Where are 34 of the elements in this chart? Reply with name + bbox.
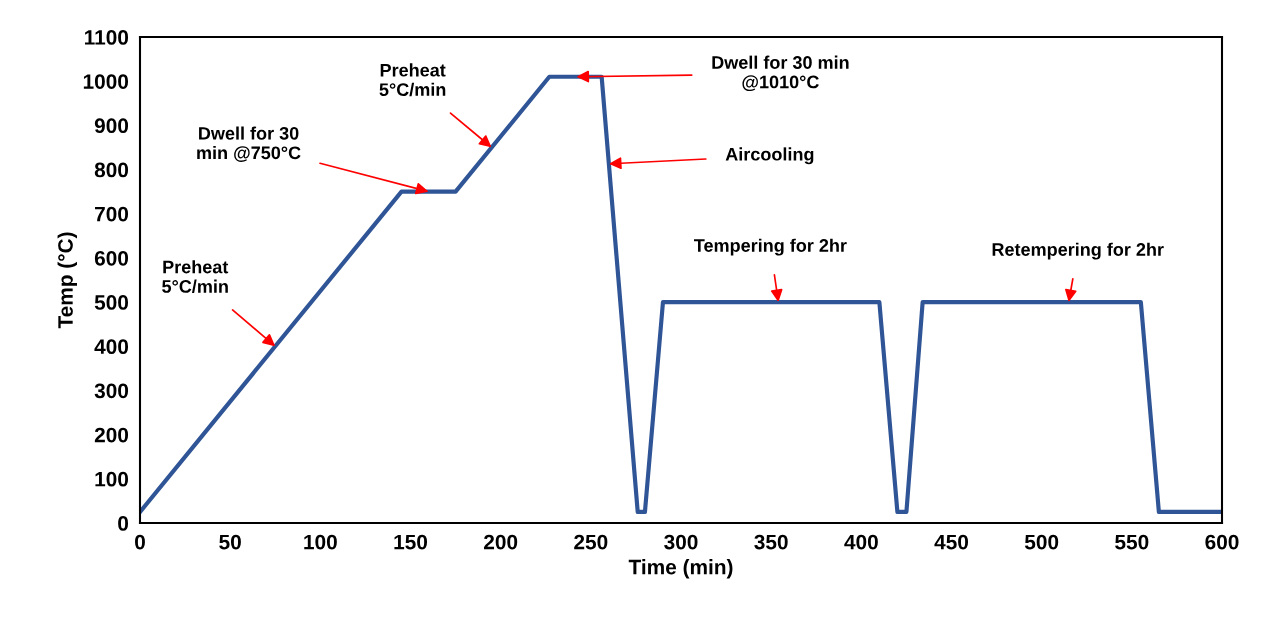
x-tick-label: 550	[1115, 534, 1149, 550]
y-tick-label: 1100	[85, 30, 129, 45]
x-tick-label: 600	[1205, 534, 1239, 550]
x-tick-label: 500	[1024, 534, 1059, 550]
x-tick-label: 450	[934, 534, 969, 550]
x-tick-label: 100	[304, 534, 337, 550]
y-tick-label: 300	[94, 383, 129, 399]
annotation: Retempering for 2hr	[992, 242, 1164, 260]
y-tick-label: 700	[95, 206, 129, 222]
annotation: Preheat 5°C/min	[379, 63, 446, 97]
x-tick-label: 150	[394, 534, 428, 550]
annotation: Preheat 5°C/min	[162, 260, 229, 294]
y-tick-label: 200	[94, 427, 129, 443]
y-tick-label: 800	[94, 162, 129, 178]
y-tick-label: 0	[118, 516, 129, 531]
y-tick-label: 600	[94, 250, 129, 266]
annotation: Dwell for 30 min @750°C	[197, 126, 301, 162]
x-axis-title: Time (min)	[628, 559, 733, 579]
y-tick-label: 100	[95, 471, 129, 487]
y-tick-label: 1000	[83, 74, 129, 89]
y-tick-label: 400	[94, 339, 129, 355]
y-tick-label: 900	[94, 118, 129, 134]
y-tick-label: 500	[94, 295, 129, 310]
x-tick-label: 300	[664, 534, 698, 550]
x-tick-label: 50	[219, 534, 241, 550]
annotation: Aircooling	[725, 147, 814, 165]
annotation: Tempering for 2hr	[694, 238, 847, 256]
x-tick-label: 400	[844, 534, 878, 550]
y-axis-title: Temp (°C)	[57, 232, 77, 329]
x-tick-label: 0	[135, 534, 145, 550]
x-tick-label: 250	[574, 534, 608, 550]
x-tick-label: 200	[484, 534, 518, 550]
annotation: Dwell for 30 min @1010°C	[712, 55, 849, 92]
x-tick-label: 350	[754, 534, 788, 550]
